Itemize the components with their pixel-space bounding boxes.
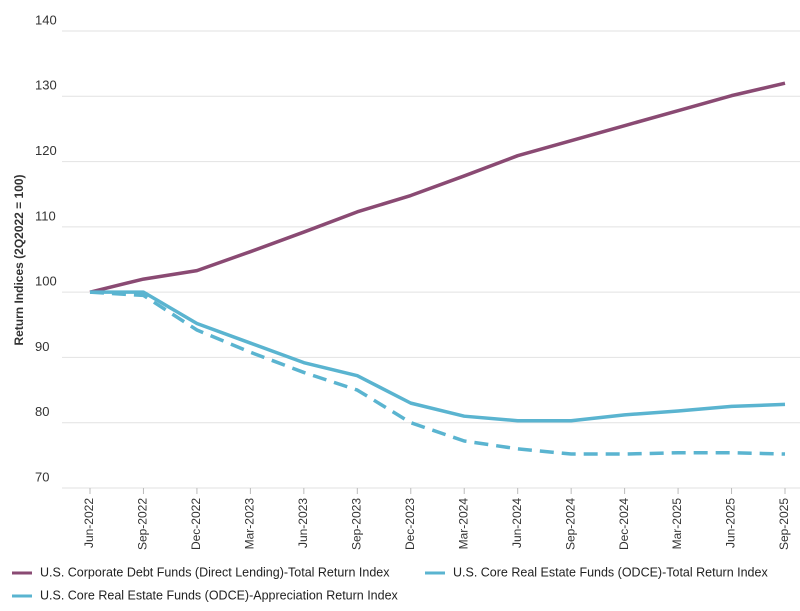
- legend-label: U.S. Core Real Estate Funds (ODCE)-Total…: [453, 565, 768, 579]
- x-tick-label: Dec-2024: [617, 498, 631, 550]
- y-tick-label: 100: [35, 274, 57, 289]
- x-tick-label: Jun-2023: [296, 498, 310, 548]
- x-tick-label: Mar-2024: [456, 498, 470, 550]
- y-tick-label: 70: [35, 469, 49, 484]
- x-tick-label: Jun-2022: [82, 498, 96, 548]
- x-tick-label: Sep-2025: [777, 498, 791, 550]
- series-line: [89, 81, 786, 294]
- y-tick-label: 110: [35, 208, 56, 223]
- x-tick-label: Sep-2022: [136, 498, 150, 550]
- x-tick-label: Dec-2023: [403, 498, 417, 550]
- x-tick-label: Sep-2024: [563, 498, 577, 550]
- y-axis-label: Return Indices (2Q2022 = 100): [12, 174, 26, 345]
- y-tick-label: 90: [35, 339, 49, 354]
- y-tick-label: 80: [35, 404, 49, 419]
- y-tick-label: 140: [35, 12, 57, 27]
- series-line: [89, 290, 786, 456]
- legend-label: U.S. Core Real Estate Funds (ODCE)-Appre…: [40, 588, 399, 602]
- legend-label: U.S. Corporate Debt Funds (Direct Lendin…: [40, 565, 390, 579]
- y-tick-label: 120: [35, 143, 57, 158]
- x-tick-label: Dec-2022: [189, 498, 203, 550]
- x-tick-label: Sep-2023: [349, 498, 363, 550]
- x-tick-label: Jun-2025: [724, 498, 738, 548]
- x-tick-label: Jun-2024: [510, 498, 524, 548]
- series-line: [90, 290, 786, 423]
- x-tick-label: Mar-2023: [243, 498, 257, 550]
- x-tick-label: Mar-2025: [670, 498, 684, 550]
- y-tick-label: 130: [35, 78, 57, 93]
